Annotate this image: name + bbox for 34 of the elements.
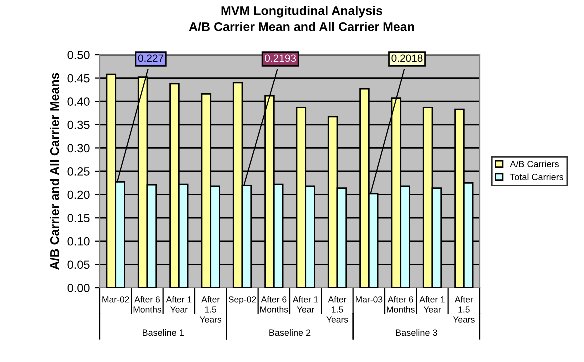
- chart-subtitle: A/B Carrier Mean and All Carrier Mean: [189, 22, 414, 32]
- x-tick-label: Mar-03: [356, 296, 383, 303]
- text: Baseline 3: [396, 329, 438, 336]
- y-tick-label: 0.40: [68, 98, 90, 106]
- x-tick-label: After 1.5 Years: [453, 296, 475, 323]
- x-tick-label: After 6 Months: [387, 296, 415, 313]
- chart-title: MVM Longitudinal Analysis: [222, 6, 383, 18]
- x-tick-label: After 6 Months: [260, 296, 288, 313]
- x-tick-label: After 6 Months: [134, 296, 162, 313]
- y-tick-label: 0.20: [68, 190, 90, 200]
- legend-label: Total Carriers: [510, 174, 564, 180]
- text: Baseline 1: [142, 329, 184, 336]
- x-tick-label: After 1.5 Years: [326, 296, 348, 323]
- text: Baseline 2: [270, 329, 311, 336]
- x-tick-label: Sep-02: [228, 296, 256, 304]
- x-tick-label: After 1 Year: [166, 296, 192, 313]
- y-tick-label: 0.50: [68, 51, 90, 60]
- y-axis-title: A/B Carrier and All Carrier Means: [50, 73, 60, 270]
- x-tick-label: After 1 Year: [292, 296, 318, 313]
- y-tick-label: 0.35: [68, 120, 90, 130]
- x-tick-label: Mar-02: [102, 296, 130, 303]
- y-tick-label: 0.05: [68, 260, 90, 270]
- y-tick-label: 0.00: [68, 284, 90, 292]
- annotation: 0.2018: [392, 54, 423, 62]
- y-tick-label: 0.15: [68, 214, 90, 222]
- x-tick-label: After 1.5 Years: [200, 296, 222, 323]
- x-tick-label: After 1 Year: [420, 296, 445, 313]
- annotation: 0.227: [138, 54, 164, 62]
- legend-label: A/B Carriers: [510, 160, 560, 168]
- y-tick-label: 0.30: [68, 144, 90, 153]
- y-tick-label: 0.25: [68, 168, 90, 176]
- y-tick-label: 0.45: [68, 74, 90, 83]
- y-tick-label: 0.10: [68, 237, 90, 246]
- annotation: 0.2193: [265, 54, 296, 62]
